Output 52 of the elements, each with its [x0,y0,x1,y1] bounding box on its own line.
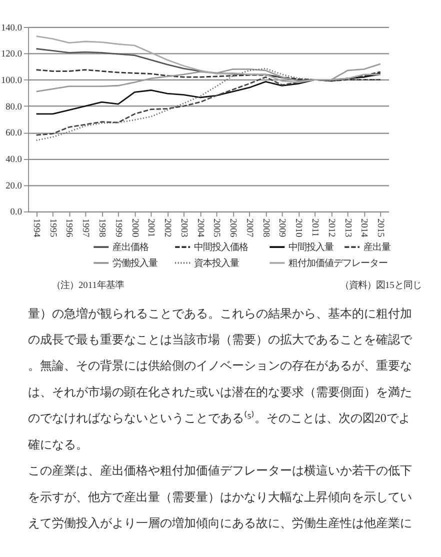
line-series [36,36,382,84]
x-tick-label: 2005 [211,218,222,238]
x-tick-label: 2004 [194,218,205,238]
x-tick-label: 1999 [112,218,123,238]
text: （資料）図15と同じ [340,280,422,292]
legend-label: 粗付加価値デフレーター [288,258,388,269]
text: は、それが市場の顕在化された或いは潜在的な要求（需要側面）を満た [28,384,412,399]
text: のでなければならないということである⁽⁵⁾。そのことは、次の図20でよ [28,410,410,426]
y-tick-label: 0.0 [10,208,22,218]
x-tick-label: 1994 [30,218,41,238]
x-tick-label: 1997 [80,218,90,238]
text: を示すが、他方で産出量（需要量）はかなり大幅な上昇傾向を示してい [28,490,412,504]
x-tick-label: 2009 [276,218,287,238]
x-tick-label: 2001 [146,218,156,238]
text: の成長で最も重要なことは当該市場（需要）の拡大であることを確認で [28,332,414,346]
y-tick-label: 60.0 [6,128,22,139]
y-tick-label: 20.0 [6,181,22,192]
x-tick-label: 1996 [64,218,74,238]
legend-label: 労働投入量 [112,258,158,269]
x-tick-label: 2014 [358,218,369,238]
x-tick-label: 1995 [47,218,58,238]
y-tick-label: 40.0 [6,155,22,166]
legend-label: 中間投入価格 [194,242,248,253]
x-tick-label: 1998 [96,218,106,238]
y-tick-label: 140.0 [0,23,22,34]
y-tick-label: 120.0 [0,50,22,60]
x-tick-label: 2012 [326,218,336,238]
text: えて労働投入がより一層の増加傾向にある故に、労働生産性は他産業に [28,516,412,530]
x-tick-label: 2002 [162,218,172,238]
legend-label: 産出価格 [112,242,148,253]
text: この産業は、産出価格や粗付加価値デフレーターは横這いか若干の低下 [28,464,412,478]
x-tick-label: 2010 [293,218,304,238]
text: 確になる。 [27,437,88,452]
x-tick-label: 2011 [309,218,320,238]
line-series [36,63,382,92]
x-tick-label: 2006 [228,218,238,238]
legend-label: 産出量 [363,242,390,253]
legend-label: 資本投入量 [194,258,239,269]
y-tick-label: 80.0 [6,102,22,112]
x-tick-label: 2013 [342,218,352,238]
x-tick-label: 2008 [260,218,270,238]
x-tick-label: 2015 [375,218,386,238]
line-series [36,72,382,115]
x-tick-label: 2003 [178,218,188,238]
legend-label: 中間投入量 [288,242,334,253]
x-tick-label: 2000 [129,218,140,238]
line-series [36,69,382,82]
text: 。無論、その背景には供給側のイノベーションの存在があるが、重要な [28,358,412,373]
text: 量）の急増が観られることである。これらの結果から、基本的に粗付加 [28,306,412,320]
x-tick-label: 2007 [244,218,254,238]
y-tick-label: 100.0 [0,76,22,86]
text: （注）2011年基準 [51,280,124,292]
